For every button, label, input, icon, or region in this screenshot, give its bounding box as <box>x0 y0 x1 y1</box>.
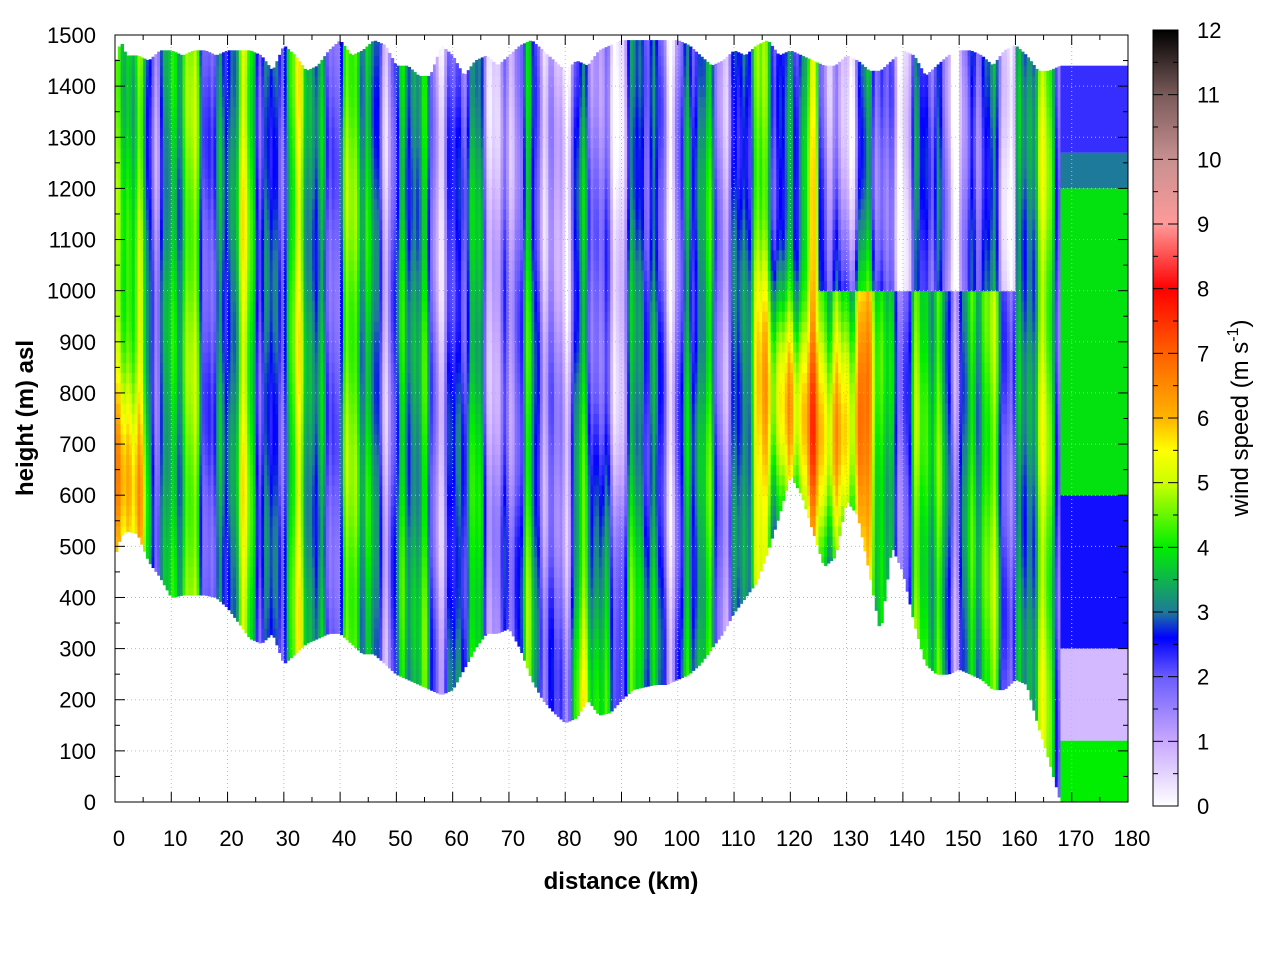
heatmap-cell <box>267 65 270 66</box>
heatmap-cell <box>259 55 262 56</box>
heatmap-cell <box>115 546 118 552</box>
heatmap-cell <box>292 54 295 56</box>
heatmap-cell <box>301 65 304 66</box>
heatmap-cell <box>121 44 124 46</box>
heatmap-cell <box>118 536 121 542</box>
heatmap-cell <box>340 42 343 46</box>
heatmap-cell <box>123 52 126 56</box>
